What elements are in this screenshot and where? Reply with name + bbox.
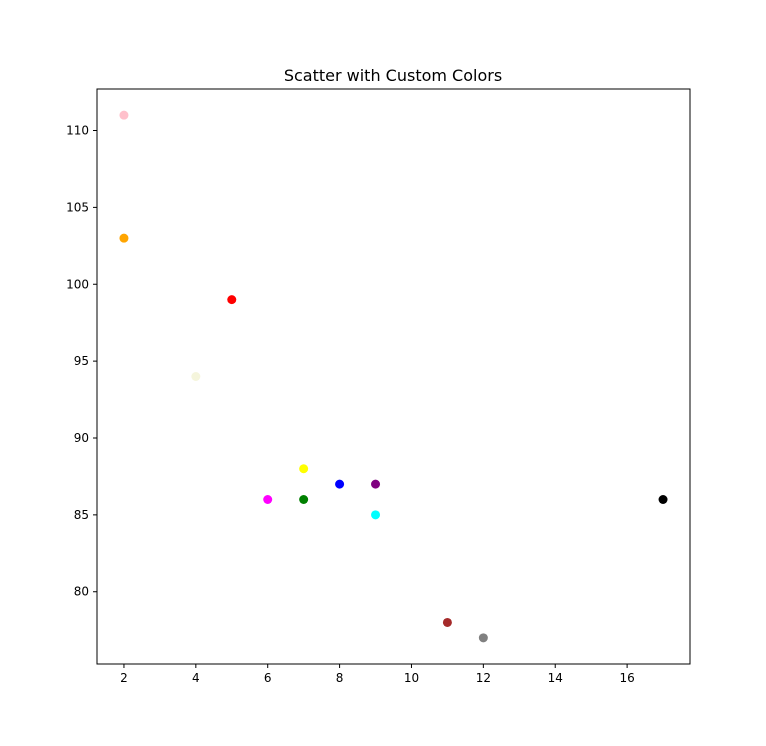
x-tick-label: 2: [120, 671, 128, 685]
scatter-point: [263, 494, 273, 504]
plot-area-frame: [96, 88, 691, 665]
y-axis-ticks: 80 85 90 95 100 105 110: [66, 124, 97, 599]
x-tick-label: 4: [192, 671, 200, 685]
x-tick-label: 10: [404, 671, 419, 685]
scatter-point: [299, 494, 309, 504]
scatter-point: [299, 464, 309, 474]
scatter-point: [478, 633, 488, 643]
x-tick-label: 16: [619, 671, 634, 685]
y-tick-label: 100: [66, 277, 89, 291]
x-axis-ticks: 2 4 6 8 10 12 14 16: [120, 664, 635, 685]
y-tick-label: 105: [66, 200, 89, 214]
y-tick-label: 110: [66, 124, 89, 138]
scatter-point: [335, 479, 345, 489]
y-tick-label: 90: [74, 431, 89, 445]
scatter-point: [191, 372, 201, 381]
chart-title: Scatter with Custom Colors: [284, 66, 502, 85]
scatter-point: [119, 110, 129, 120]
scatter-point: [442, 617, 452, 627]
scatter-point: [371, 510, 381, 520]
scatter-point: [371, 479, 381, 489]
scatter-points: [119, 110, 668, 643]
scatter-point: [119, 233, 129, 243]
x-tick-label: 14: [548, 671, 563, 685]
scatter-point: [658, 494, 668, 504]
y-tick-label: 85: [74, 508, 89, 522]
scatter-point: [227, 295, 237, 305]
y-tick-label: 95: [74, 354, 89, 368]
x-tick-label: 8: [336, 671, 344, 685]
x-tick-label: 12: [476, 671, 491, 685]
x-tick-label: 6: [264, 671, 272, 685]
y-tick-label: 80: [74, 585, 89, 599]
